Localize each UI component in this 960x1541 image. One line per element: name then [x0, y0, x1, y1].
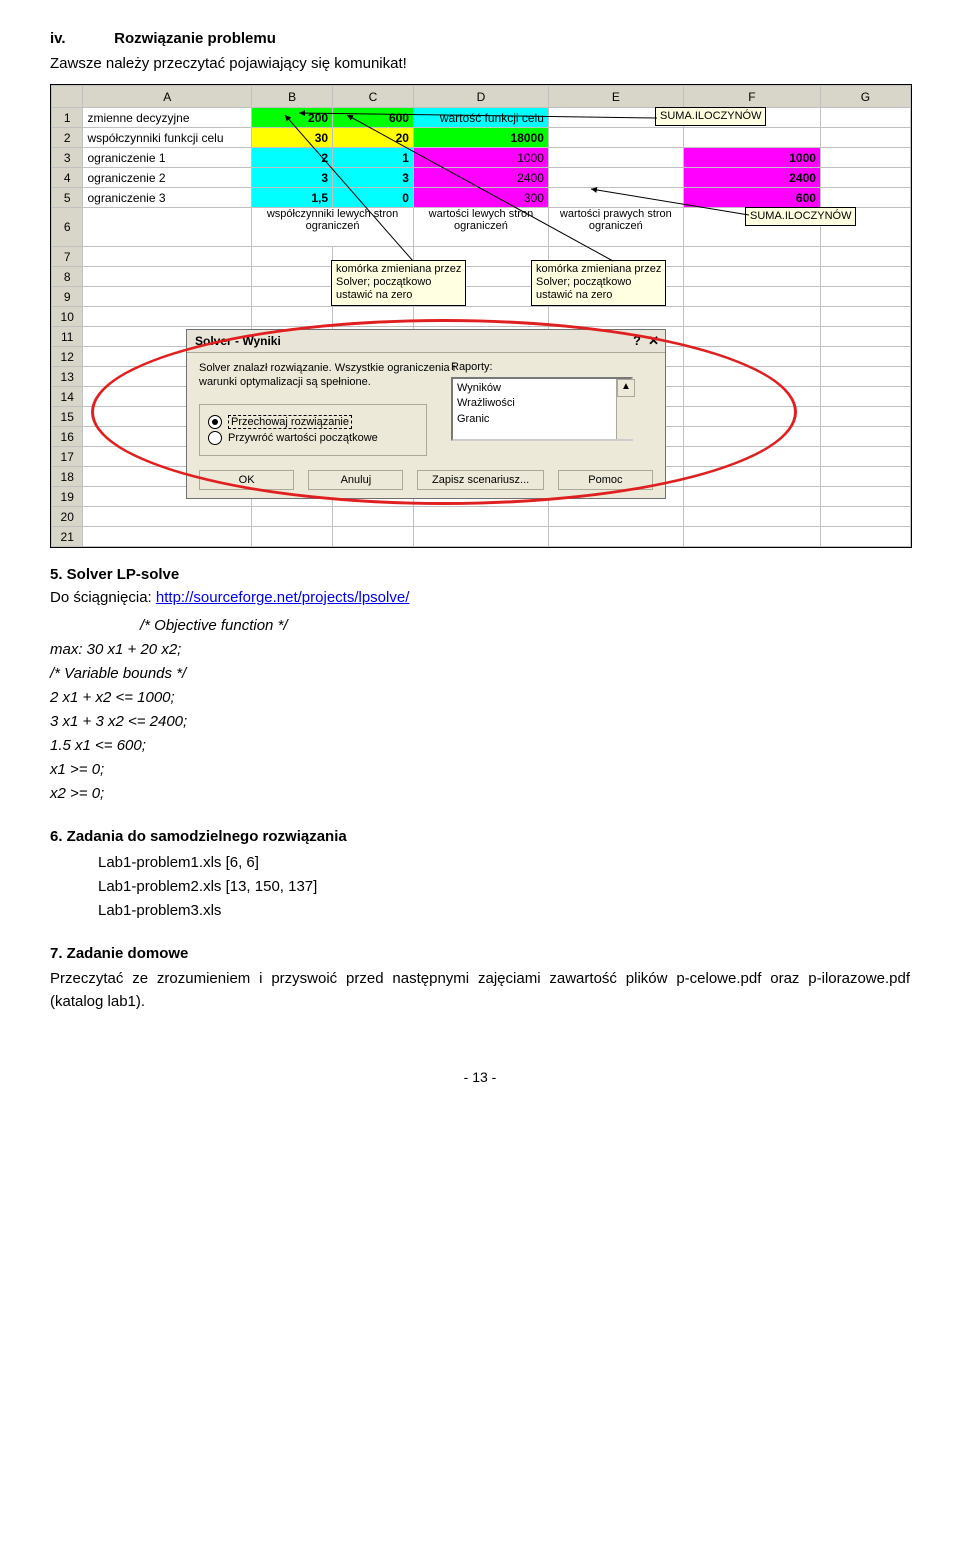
code-line: x2 >= 0; — [50, 782, 910, 806]
sec5-title: 5. Solver LP-solve — [50, 566, 910, 583]
code-line: max: 30 x1 + 20 x2; — [50, 638, 910, 662]
solver-radio-group: Przechowaj rozwiązanie Przywróć wartości… — [199, 404, 427, 456]
objective-comment: /* Objective function */ — [140, 614, 910, 638]
page-number: - 13 - — [50, 1069, 910, 1085]
list-scrollbar[interactable]: ▲ — [616, 379, 633, 439]
code-line: 3 x1 + 3 x2 <= 2400; — [50, 710, 910, 734]
scroll-up-icon[interactable]: ▲ — [617, 379, 635, 397]
code-line: 2 x1 + x2 <= 1000; — [50, 686, 910, 710]
reports-label: Raporty: — [451, 361, 493, 373]
help-icon[interactable]: ? — [633, 333, 641, 348]
tooltip-cell2: komórka zmieniana przez Solver; początko… — [531, 260, 666, 306]
radio-icon — [208, 415, 222, 429]
solver-title: Solver - Wyniki ✕ ? — [187, 330, 665, 353]
code-line: 1.5 x1 <= 600; — [50, 734, 910, 758]
sec4-roman: iv. — [50, 30, 110, 47]
sec5-download: Do ściągnięcia: http://sourceforge.net/p… — [50, 589, 910, 606]
bounds-comment: /* Variable bounds */ — [50, 662, 910, 686]
code-line: x1 >= 0; — [50, 758, 910, 782]
list-item: Lab1-problem1.xls [6, 6] — [98, 851, 910, 875]
help-button[interactable]: Pomoc — [558, 470, 653, 490]
sec4-subline: Zawsze należy przeczytać pojawiający się… — [50, 55, 910, 72]
reports-item[interactable]: Wyników — [457, 381, 627, 396]
close-icon[interactable]: ✕ — [648, 333, 659, 349]
sec4-title: Rozwiązanie problemu — [114, 30, 276, 47]
reports-list[interactable]: Wyników Wrażliwości Granic ▲ — [451, 377, 633, 441]
sec4-header: iv. Rozwiązanie problemu — [50, 30, 910, 47]
tooltip-cell1: komórka zmieniana przez Solver; początko… — [331, 260, 466, 306]
sec6-title: 6. Zadania do samodzielnego rozwiązania — [50, 828, 910, 845]
tooltip-suma1: SUMA.ILOCZYNÓW — [655, 107, 766, 126]
radio-restore-original[interactable]: Przywróć wartości początkowe — [208, 431, 418, 445]
excel-screenshot: ABCDEFG 1zmienne decyzyjne200600wartość … — [50, 84, 912, 548]
sec7-title: 7. Zadanie domowe — [50, 945, 910, 962]
reports-item[interactable]: Granic — [457, 412, 627, 427]
solver-dialog: Solver - Wyniki ✕ ? Solver znalazł rozwi… — [186, 329, 666, 499]
lpsolve-link[interactable]: http://sourceforge.net/projects/lpsolve/ — [156, 589, 409, 606]
list-item: Lab1-problem2.xls [13, 150, 137] — [98, 875, 910, 899]
ok-button[interactable]: OK — [199, 470, 294, 490]
list-item: Lab1-problem3.xls — [98, 899, 910, 923]
tooltip-suma2: SUMA.ILOCZYNÓW — [745, 207, 856, 226]
cancel-button[interactable]: Anuluj — [308, 470, 403, 490]
sec7-body: Przeczytać ze zrozumieniem i przyswoić p… — [50, 968, 910, 1013]
radio-keep-solution[interactable]: Przechowaj rozwiązanie — [208, 415, 418, 429]
radio-icon — [208, 431, 222, 445]
reports-item[interactable]: Wrażliwości — [457, 396, 627, 411]
save-scenario-button[interactable]: Zapisz scenariusz... — [417, 470, 543, 490]
